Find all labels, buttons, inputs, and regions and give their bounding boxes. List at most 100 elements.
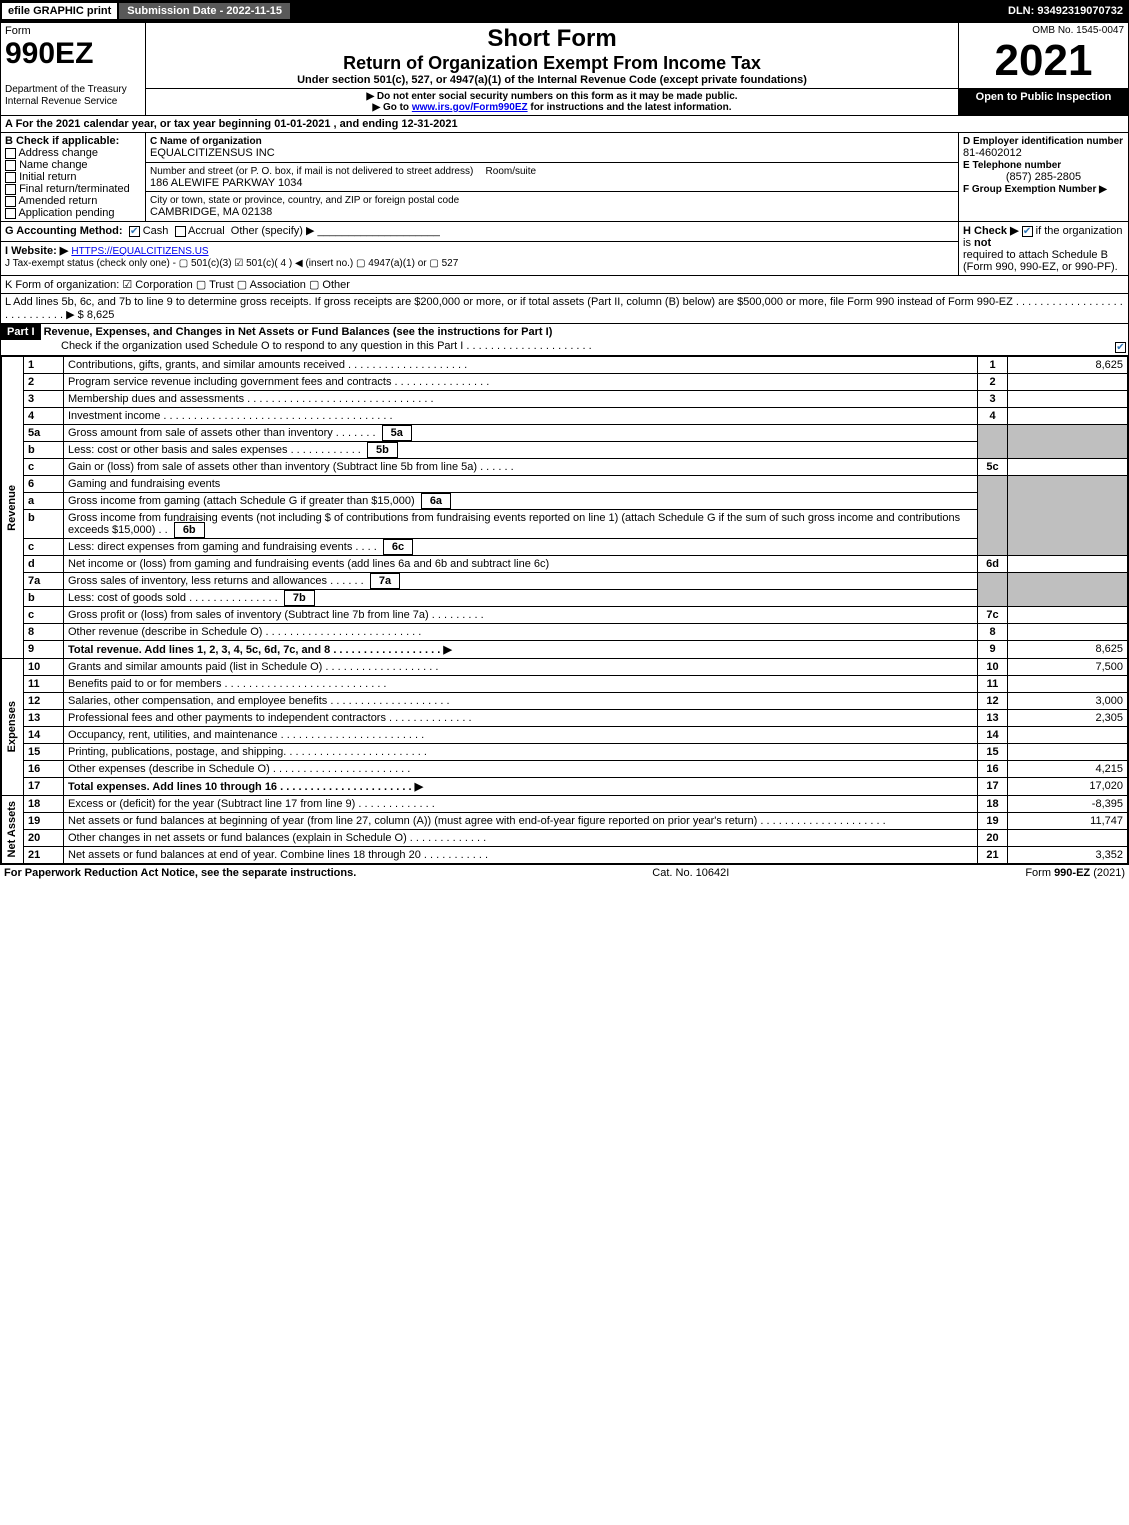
form-number: 990EZ (5, 37, 93, 70)
phone-value: (857) 285-2805 (963, 171, 1124, 183)
subtitle: Under section 501(c), 527, or 4947(a)(1)… (150, 74, 954, 86)
omb-year-cell: OMB No. 1545-0047 2021 (959, 23, 1129, 89)
l7c-rn: 7c (978, 607, 1008, 624)
goto-suffix: for instructions and the latest informat… (528, 102, 732, 113)
l18-rn: 18 (978, 796, 1008, 813)
top-bar: efile GRAPHIC print Submission Date - 20… (0, 0, 1129, 22)
b-label: B Check if applicable: (5, 135, 119, 147)
l9-d: Total revenue. Add lines 1, 2, 3, 4, 5c,… (64, 641, 978, 659)
l7c-d: Gross profit or (loss) from sales of inv… (64, 607, 978, 624)
l5a-d: Gross amount from sale of assets other t… (64, 425, 978, 442)
chk-accrual[interactable] (175, 226, 186, 237)
footer-right: Form 990-EZ (2021) (1025, 867, 1125, 879)
irs-link[interactable]: www.irs.gov/Form990EZ (412, 102, 528, 113)
section-c-city: City or town, state or province, country… (146, 192, 959, 222)
l2-rn: 2 (978, 374, 1008, 391)
l16-d: Other expenses (describe in Schedule O) … (64, 761, 978, 778)
l8-a (1008, 624, 1128, 641)
chk-part1-scho[interactable] (1115, 342, 1126, 353)
l7b-d: Less: cost of goods sold . . . . . . . .… (64, 590, 978, 607)
l1-d: Contributions, gifts, grants, and simila… (64, 357, 978, 374)
l6a-d: Gross income from gaming (attach Schedul… (64, 493, 978, 510)
l-text: L Add lines 5b, 6c, and 7b to line 9 to … (5, 296, 1123, 321)
l16-rn: 16 (978, 761, 1008, 778)
l11-a (1008, 676, 1128, 693)
h-text3: (Form 990, 990-EZ, or 990-PF). (963, 261, 1118, 273)
website-link[interactable]: HTTPS://EQUALCITIZENS.US (71, 246, 208, 257)
opt-final-return: Final return/terminated (19, 183, 130, 195)
g-cash: Cash (143, 225, 169, 237)
goto-prefix: ▶ Go to (372, 102, 411, 113)
l5a-sub: 5a (382, 425, 412, 441)
l5a-n: 5a (24, 425, 64, 442)
l18-d: Excess or (deficit) for the year (Subtra… (64, 796, 978, 813)
l14-n: 14 (24, 727, 64, 744)
l5-grey (978, 425, 1008, 459)
chk-cash[interactable] (129, 226, 140, 237)
room-label: Room/suite (486, 166, 537, 177)
chk-h[interactable] (1022, 226, 1033, 237)
l7a-d: Gross sales of inventory, less returns a… (64, 573, 978, 590)
org-name: EQUALCITIZENSUS INC (150, 147, 275, 159)
l6b-sub: 6b (174, 522, 205, 538)
l5c-n: c (24, 459, 64, 476)
l3-n: 3 (24, 391, 64, 408)
opt-initial-return: Initial return (19, 171, 76, 183)
chk-application-pending[interactable] (5, 208, 16, 219)
l18-n: 18 (24, 796, 64, 813)
chk-address-change[interactable] (5, 148, 16, 159)
l7a-n: 7a (24, 573, 64, 590)
l5c-a (1008, 459, 1128, 476)
part1-title: Revenue, Expenses, and Changes in Net As… (44, 326, 553, 338)
l12-d: Salaries, other compensation, and employ… (64, 693, 978, 710)
chk-initial-return[interactable] (5, 172, 16, 183)
l7b-sub: 7b (284, 590, 315, 606)
l20-d: Other changes in net assets or fund bala… (64, 830, 978, 847)
l9-n: 9 (24, 641, 64, 659)
section-b: B Check if applicable: Address change Na… (1, 133, 146, 222)
chk-final-return[interactable] (5, 184, 16, 195)
l5c-rn: 5c (978, 459, 1008, 476)
l8-rn: 8 (978, 624, 1008, 641)
chk-amended-return[interactable] (5, 196, 16, 207)
l14-d: Occupancy, rent, utilities, and maintena… (64, 727, 978, 744)
l4-a (1008, 408, 1128, 425)
l7b-n: b (24, 590, 64, 607)
l12-rn: 12 (978, 693, 1008, 710)
chk-name-change[interactable] (5, 160, 16, 171)
l6c-sub: 6c (383, 539, 413, 555)
l3-d: Membership dues and assessments . . . . … (64, 391, 978, 408)
footer: For Paperwork Reduction Act Notice, see … (0, 865, 1129, 881)
g-label: G Accounting Method: (5, 225, 123, 237)
part1-tab: Part I (1, 324, 41, 340)
l13-a: 2,305 (1008, 710, 1128, 727)
l6b-n: b (24, 510, 64, 539)
l1-rn: 1 (978, 357, 1008, 374)
instructions-cell: ▶ Do not enter social security numbers o… (146, 89, 959, 116)
l6-grey (978, 476, 1008, 556)
dln-label: DLN: 93492319070732 (1008, 5, 1129, 17)
l5b-d: Less: cost or other basis and sales expe… (64, 442, 978, 459)
i-label: I Website: ▶ (5, 245, 68, 257)
l21-n: 21 (24, 847, 64, 864)
l15-a (1008, 744, 1128, 761)
l6a-sub: 6a (421, 493, 451, 509)
d-label: D Employer identification number (963, 136, 1123, 147)
c-label: C Name of organization (150, 136, 262, 147)
l17-rn: 17 (978, 778, 1008, 796)
l14-rn: 14 (978, 727, 1008, 744)
section-i: I Website: ▶ HTTPS://EQUALCITIZENS.US J … (1, 242, 959, 276)
efile-print-button[interactable]: efile GRAPHIC print (2, 3, 117, 19)
l7c-n: c (24, 607, 64, 624)
l12-n: 12 (24, 693, 64, 710)
section-l: L Add lines 5b, 6c, and 7b to line 9 to … (1, 294, 1129, 324)
line-a: A For the 2021 calendar year, or tax yea… (1, 116, 1129, 133)
l5b-n: b (24, 442, 64, 459)
opt-amended-return: Amended return (18, 195, 97, 207)
l13-rn: 13 (978, 710, 1008, 727)
netassets-side-label: Net Assets (2, 796, 24, 864)
omb-label: OMB No. 1545-0047 (963, 25, 1124, 36)
return-title: Return of Organization Exempt From Incom… (150, 53, 954, 74)
g-other: Other (specify) ▶ (231, 225, 315, 237)
street-value: 186 ALEWIFE PARKWAY 1034 (150, 177, 302, 189)
